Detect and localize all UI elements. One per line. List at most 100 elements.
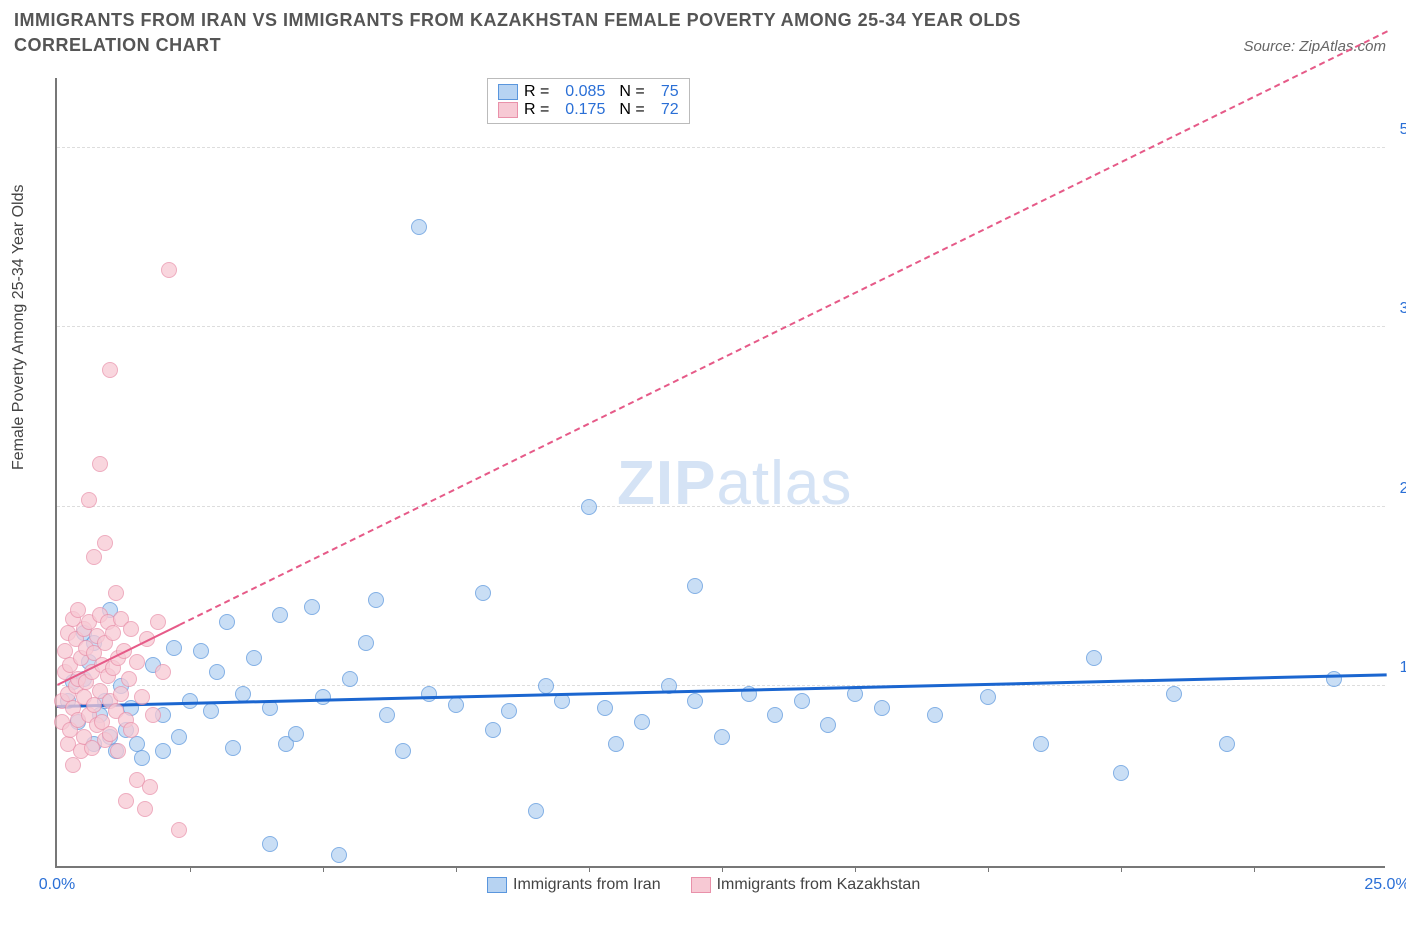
scatter-point [767, 707, 783, 723]
scatter-point [820, 717, 836, 733]
scatter-point [225, 740, 241, 756]
scatter-point [634, 714, 650, 730]
scatter-point [219, 614, 235, 630]
scatter-point [235, 686, 251, 702]
x-tick-label: 0.0% [39, 876, 75, 894]
scatter-point [209, 664, 225, 680]
legend-swatch [498, 84, 518, 100]
scatter-point [1113, 765, 1129, 781]
watermark-bold: ZIP [617, 449, 716, 518]
scatter-point [123, 621, 139, 637]
scatter-point [538, 678, 554, 694]
scatter-point [137, 801, 153, 817]
x-tick-mark [1254, 866, 1255, 872]
scatter-point [304, 599, 320, 615]
scatter-point [145, 707, 161, 723]
scatter-point [581, 499, 597, 515]
legend-stats-row: R =0.085N =75 [498, 83, 679, 101]
scatter-point [155, 664, 171, 680]
scatter-point [65, 757, 81, 773]
scatter-point [411, 219, 427, 235]
scatter-point [171, 729, 187, 745]
legend-r-value: 0.175 [555, 101, 605, 119]
scatter-point [110, 743, 126, 759]
legend-item: Immigrants from Kazakhstan [691, 876, 921, 894]
scatter-point [203, 703, 219, 719]
trend-line [179, 31, 1388, 626]
legend-bottom: Immigrants from Iran Immigrants from Kaza… [487, 876, 920, 894]
scatter-point [102, 726, 118, 742]
legend-swatch [691, 877, 711, 893]
scatter-point [485, 722, 501, 738]
scatter-point [193, 643, 209, 659]
scatter-point [171, 822, 187, 838]
scatter-point [315, 689, 331, 705]
scatter-point [980, 689, 996, 705]
x-tick-mark [456, 866, 457, 872]
x-tick-mark [589, 866, 590, 872]
x-tick-mark [190, 866, 191, 872]
legend-n-value: 75 [651, 83, 679, 101]
scatter-point [927, 707, 943, 723]
scatter-point [395, 743, 411, 759]
scatter-point [358, 635, 374, 651]
scatter-point [155, 743, 171, 759]
scatter-point [134, 689, 150, 705]
legend-r-label: R = [524, 101, 549, 119]
scatter-point [331, 847, 347, 863]
scatter-point [794, 693, 810, 709]
scatter-point [272, 607, 288, 623]
scatter-point [288, 726, 304, 742]
scatter-point [687, 578, 703, 594]
trend-line [57, 673, 1387, 708]
scatter-point [113, 686, 129, 702]
scatter-point [105, 625, 121, 641]
scatter-point [1166, 686, 1182, 702]
scatter-point [597, 700, 613, 716]
gridline-h [57, 685, 1385, 686]
scatter-point [475, 585, 491, 601]
scatter-point [121, 671, 137, 687]
x-tick-mark [323, 866, 324, 872]
x-tick-mark [855, 866, 856, 872]
scatter-point [714, 729, 730, 745]
y-tick-label: 25.0% [1390, 480, 1406, 498]
legend-swatch [498, 102, 518, 118]
scatter-point [501, 703, 517, 719]
scatter-point [1033, 736, 1049, 752]
gridline-h [57, 326, 1385, 327]
scatter-point [81, 492, 97, 508]
scatter-point [108, 585, 124, 601]
scatter-point [129, 654, 145, 670]
gridline-h [57, 147, 1385, 148]
legend-item: Immigrants from Iran [487, 876, 661, 894]
watermark: ZIPatlas [617, 448, 852, 519]
chart-title: IMMIGRANTS FROM IRAN VS IMMIGRANTS FROM … [14, 8, 1114, 58]
scatter-point [161, 262, 177, 278]
scatter-point [123, 722, 139, 738]
legend-swatch [487, 877, 507, 893]
y-tick-label: 12.5% [1390, 659, 1406, 677]
scatter-point [246, 650, 262, 666]
scatter-point [528, 803, 544, 819]
scatter-point [150, 614, 166, 630]
scatter-point [92, 456, 108, 472]
scatter-point [379, 707, 395, 723]
legend-stats-row: R =0.175N =72 [498, 101, 679, 119]
scatter-point [608, 736, 624, 752]
y-tick-label: 37.5% [1390, 300, 1406, 318]
y-axis-label: Female Poverty Among 25-34 Year Olds [10, 185, 28, 471]
scatter-point [134, 750, 150, 766]
scatter-point [86, 549, 102, 565]
scatter-point [97, 535, 113, 551]
gridline-h [57, 506, 1385, 507]
scatter-point [262, 836, 278, 852]
scatter-point [1219, 736, 1235, 752]
x-tick-mark [988, 866, 989, 872]
chart-plot-area: ZIPatlas 12.5%25.0%37.5%50.0%0.0%25.0%R … [55, 78, 1385, 868]
legend-r-value: 0.085 [555, 83, 605, 101]
x-tick-label: 25.0% [1364, 876, 1406, 894]
scatter-point [687, 693, 703, 709]
scatter-point [118, 793, 134, 809]
scatter-point [342, 671, 358, 687]
